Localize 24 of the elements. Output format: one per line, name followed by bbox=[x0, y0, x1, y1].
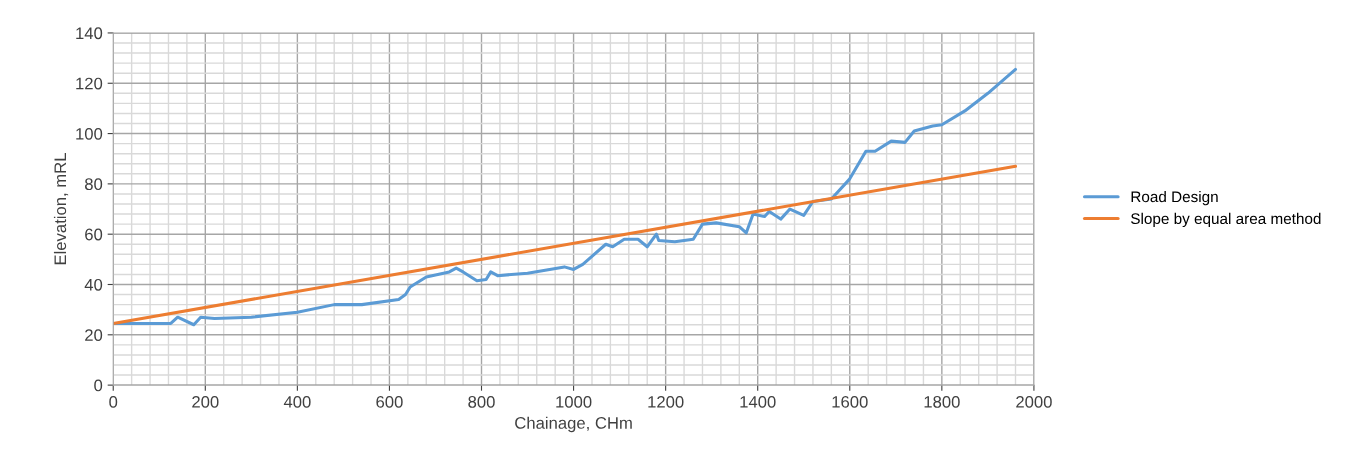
x-tick-label: 800 bbox=[468, 395, 495, 408]
x-axis-title: Chainage, CHm bbox=[515, 416, 632, 433]
y-axis-title: Elevation, mRL bbox=[53, 153, 69, 265]
y-tick-label: 140 bbox=[76, 27, 103, 40]
y-tick-label: 40 bbox=[84, 278, 103, 291]
y-tick-label: 60 bbox=[85, 228, 103, 241]
line-series bbox=[113, 67, 1018, 327]
x-tick-label: 2000 bbox=[1016, 395, 1052, 408]
x-tick-label: 400 bbox=[283, 395, 311, 408]
x-tick-label: 600 bbox=[376, 395, 403, 408]
x-tick-label: 1800 bbox=[924, 395, 960, 408]
y-tick-label: 0 bbox=[94, 379, 103, 392]
x-tick-label: 1400 bbox=[740, 395, 776, 408]
y-tick-label: 80 bbox=[85, 178, 103, 191]
x-tick-label: 1600 bbox=[832, 395, 868, 408]
x-tick-label: 200 bbox=[192, 395, 219, 408]
x-tick-label: 0 bbox=[109, 395, 118, 408]
y-tick-label: 20 bbox=[85, 329, 103, 342]
legend-label: Slope by equal area method bbox=[1131, 212, 1321, 228]
x-tick-label: 1200 bbox=[648, 395, 684, 408]
y-tick-label: 120 bbox=[76, 77, 103, 90]
x-tick-label: 1000 bbox=[556, 395, 592, 408]
y-tick-label: 100 bbox=[76, 127, 103, 140]
legend-label: Road Design bbox=[1131, 190, 1218, 206]
